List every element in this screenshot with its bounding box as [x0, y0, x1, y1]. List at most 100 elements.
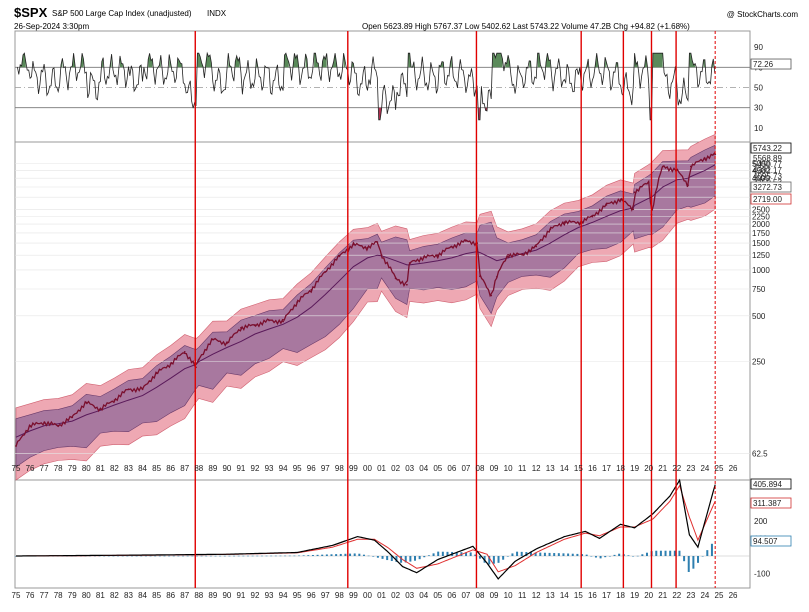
macd-histogram-bar: [395, 556, 398, 562]
rsi-overbought-fill: [492, 53, 503, 68]
macd-histogram-bar: [710, 543, 713, 556]
macd-x-tick-label: 17: [602, 591, 611, 600]
macd-histogram-bar: [376, 556, 379, 558]
macd-histogram-bar: [678, 550, 681, 556]
price-band-label: 5568.89: [753, 154, 782, 163]
price-x-tick-label: 78: [54, 464, 63, 473]
price-x-tick-label: 14: [560, 464, 569, 473]
price-point: [704, 157, 706, 160]
price-x-tick-label: 16: [588, 464, 597, 473]
price-x-tick-label: 12: [532, 464, 541, 473]
macd-histogram-bar: [386, 556, 389, 561]
macd-histogram-bar: [432, 553, 435, 556]
macd-x-tick-label: 18: [616, 591, 625, 600]
macd-histogram-bar: [163, 555, 166, 557]
rsi-last-value: 72.26: [753, 60, 774, 69]
macd-histogram-bar: [219, 555, 222, 557]
macd-histogram-bar: [534, 552, 537, 556]
price-x-tick-label: 77: [40, 464, 49, 473]
macd-signal-line: [16, 484, 716, 573]
price-point: [405, 283, 408, 286]
rsi-y-tick-label: 10: [754, 124, 763, 133]
macd-histogram-bar: [121, 555, 124, 557]
lower-band-value-label-box: [750, 193, 792, 205]
price-y-tick-label: 250: [752, 358, 766, 367]
price-x-tick-label: 10: [504, 464, 513, 473]
macd-histogram-bar: [103, 555, 106, 557]
macd-histogram-bar: [562, 553, 565, 556]
rsi-overbought-fill: [595, 53, 599, 68]
rsi-oversold-fill: [378, 107, 382, 120]
price-point: [169, 362, 172, 365]
macd-histogram-bar: [177, 555, 180, 557]
price-x-tick-label: 89: [208, 464, 217, 473]
macd-histogram-bar: [98, 555, 101, 557]
price-point: [352, 243, 355, 246]
price-point: [324, 271, 327, 273]
price-point: [549, 228, 552, 231]
rsi-y-tick-label: 50: [754, 84, 763, 93]
macd-x-tick-label: 79: [68, 591, 77, 600]
price-last-value: 5743.22: [753, 144, 782, 153]
rsi-overbought-fill: [703, 59, 705, 68]
price-x-tick-label: 26: [729, 464, 738, 473]
rsi-overbought-fill: [322, 53, 327, 68]
macd-histogram-bar: [414, 556, 417, 561]
price-x-tick-label: 94: [279, 464, 288, 473]
price-x-tick-label: 92: [251, 464, 260, 473]
macd-histogram-bar: [149, 555, 152, 557]
macd-x-tick-label: 94: [279, 591, 288, 600]
macd-histogram-bar: [423, 556, 426, 558]
macd-histogram-bar: [233, 555, 236, 557]
macd-histogram-bar: [594, 556, 597, 558]
price-x-tick-label: 13: [546, 464, 555, 473]
rsi-overbought-fill: [616, 62, 618, 68]
rsi-last-value-box: [750, 58, 792, 70]
macd-histogram-bar: [362, 554, 365, 556]
price-x-tick-label: 93: [265, 464, 274, 473]
rsi-overbought-fill: [101, 57, 104, 68]
macd-x-tick-label: 26: [729, 591, 738, 600]
price-point: [563, 221, 566, 224]
price-point: [479, 275, 481, 278]
timestamp: 26-Sep-2024 3:30pm: [14, 22, 90, 31]
macd-histogram-bar: [516, 551, 519, 556]
macd-histogram-bar: [390, 556, 393, 562]
macd-histogram-bar: [613, 554, 616, 556]
macd-x-tick-label: 08: [476, 591, 485, 600]
macd-histogram-bar: [608, 556, 611, 557]
macd-x-tick-label: 24: [700, 591, 709, 600]
price-point: [380, 254, 383, 257]
price-x-tick-label: 91: [236, 464, 245, 473]
price-point: [394, 277, 397, 280]
macd-histogram-bar: [641, 554, 644, 556]
macd-histogram-bar: [270, 555, 273, 557]
price-point: [15, 445, 17, 447]
price-x-tick-label: 06: [447, 464, 456, 473]
macd-histogram-bar: [228, 555, 231, 557]
price-y-tick-label: 1750: [752, 229, 770, 238]
price-x-tick-label: 08: [476, 464, 485, 473]
price-x-tick-label: 87: [180, 464, 189, 473]
macd-x-tick-label: 07: [461, 591, 470, 600]
macd-x-tick-label: 05: [433, 591, 442, 600]
macd-histogram-bar: [599, 556, 602, 559]
macd-histogram-bar: [506, 556, 509, 557]
macd-histogram-bar: [655, 550, 658, 556]
price-y-tick-label: 5000: [752, 159, 770, 168]
macd-histogram-bar: [381, 556, 384, 559]
price-point: [141, 388, 144, 391]
price-y-tick-label: 62.5: [752, 450, 768, 459]
macd-histogram-bar: [205, 555, 208, 557]
macd-histogram-bar: [687, 556, 690, 572]
rsi-oversold-fill: [478, 107, 480, 120]
rsi-overbought-fill: [120, 55, 123, 68]
macd-x-tick-label: 03: [405, 591, 414, 600]
inner-envelope-band: [15, 144, 716, 468]
macd-histogram-bar: [335, 554, 338, 556]
macd-panel-frame: [14, 479, 751, 589]
macd-histogram-bar: [502, 556, 505, 560]
macd-last-value: 405.894: [753, 480, 782, 489]
macd-histogram-bar: [260, 555, 263, 557]
macd-histogram-bar: [265, 555, 268, 557]
